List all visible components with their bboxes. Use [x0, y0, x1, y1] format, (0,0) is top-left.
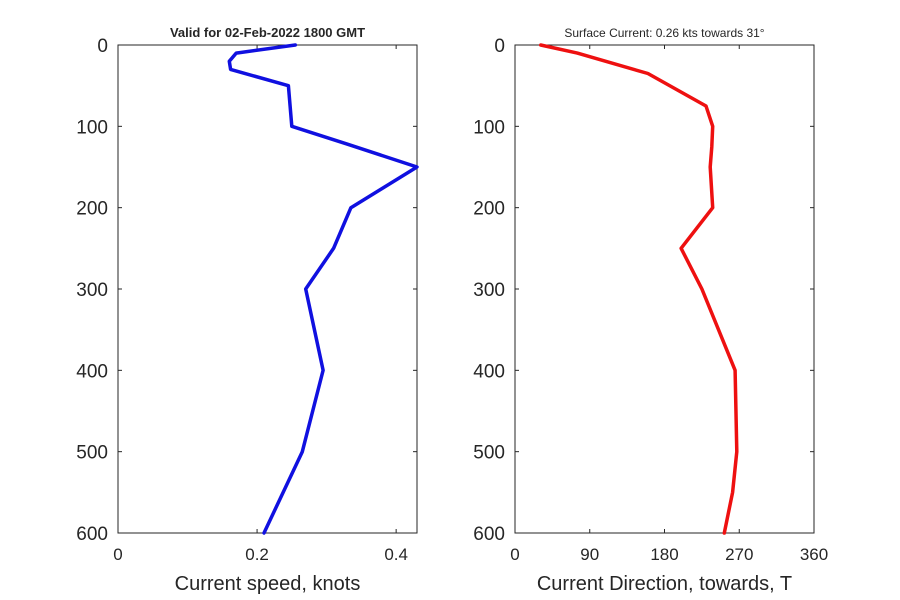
speed-profile-line [227, 43, 419, 535]
direction-x-axis-label: Current Direction, towards, T [537, 573, 792, 595]
speed-y-tick-label: 500 [76, 443, 108, 464]
direction-x-tick-label: 360 [800, 545, 828, 564]
speed-x-axis-label: Current speed, knots [175, 573, 361, 595]
speed-plot-frame [117, 44, 418, 534]
speed-panel: 0 100 200 300 400 500 600 0 0.2 0.4 Current speed,… [76, 25, 419, 595]
direction-y-tick-label: 400 [473, 361, 505, 382]
direction-panel: 0 100 200 300 400 500 600 0 90 180 270 360 Current D… [473, 26, 828, 595]
speed-chart-title: Valid for 02-Feb-2022 1800 GMT [170, 25, 365, 40]
speed-y-tick-label: 300 [76, 280, 108, 301]
speed-y-tick-label: 400 [76, 361, 108, 382]
speed-y-tick-label: 100 [76, 117, 108, 138]
direction-x-tick-label: 0 [510, 545, 519, 564]
speed-y-tick-label: 0 [97, 36, 108, 57]
direction-x-tick-label: 180 [650, 545, 678, 564]
direction-x-tick-label: 270 [725, 545, 753, 564]
direction-x-tick-label: 90 [580, 545, 599, 564]
speed-x-tick-label: 0.4 [384, 545, 408, 564]
direction-y-tick-label: 0 [494, 36, 505, 57]
speed-x-tick-label: 0 [113, 545, 122, 564]
direction-y-tick-label: 600 [473, 524, 505, 545]
direction-chart-title: Surface Current: 0.26 kts towards 31° [564, 26, 764, 40]
direction-y-tick-label: 300 [473, 280, 505, 301]
speed-y-tick-label: 600 [76, 524, 108, 545]
speed-y-tick-label: 200 [76, 199, 108, 220]
speed-x-tick-label: 0.2 [245, 545, 269, 564]
direction-y-tick-label: 100 [473, 117, 505, 138]
direction-plot-frame [514, 44, 815, 534]
direction-profile-line [538, 43, 739, 535]
direction-y-tick-label: 500 [473, 443, 505, 464]
direction-y-tick-label: 200 [473, 199, 505, 220]
